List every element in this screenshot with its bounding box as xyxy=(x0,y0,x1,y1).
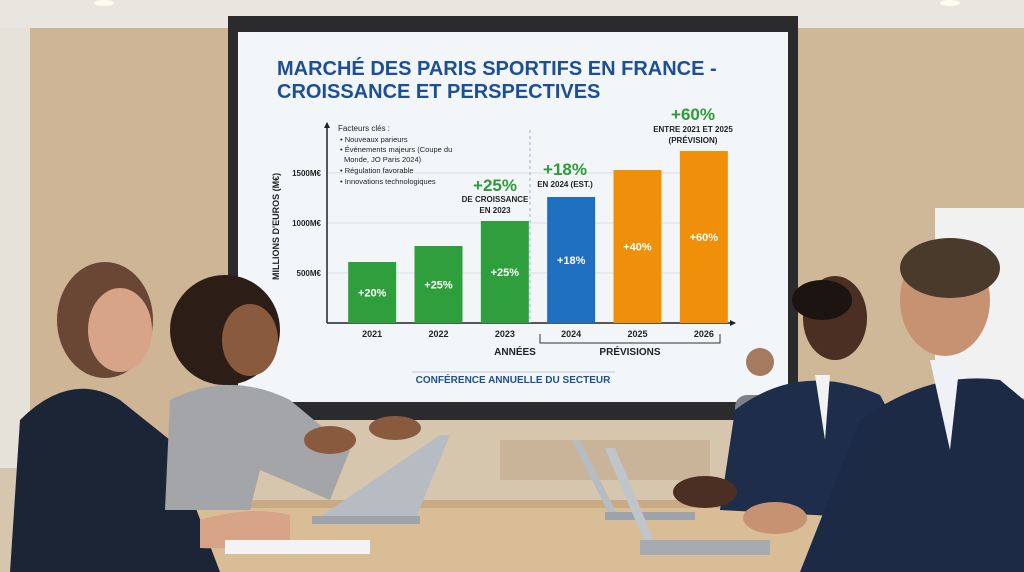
bar-value-label: +18% xyxy=(557,255,586,267)
background-person-head xyxy=(746,348,774,376)
laptop-center xyxy=(572,440,695,520)
slide-title-line2: CROISSANCE ET PERSPECTIVES xyxy=(277,81,600,103)
bar-2022 xyxy=(414,246,463,323)
bar-2024 xyxy=(547,197,596,323)
person-woman-left xyxy=(10,262,370,572)
callout-2024-line1: EN 2024 (EST.) xyxy=(537,180,593,189)
x-axis-label: ANNÉES xyxy=(494,345,536,358)
y-axis-arrow xyxy=(324,122,330,128)
back-table xyxy=(500,440,710,480)
callout-2024-value: +18% xyxy=(543,160,587,179)
y-tick-label: 1000M€ xyxy=(292,219,321,228)
callout-2025-line1: ENTRE 2021 ET 2025 xyxy=(653,125,733,134)
factors-list: • Nouveaux parieurs • Événements majeurs… xyxy=(340,135,452,186)
bar-2021 xyxy=(348,262,397,323)
bar-2026 xyxy=(679,151,728,323)
x-tick-label: 2021 xyxy=(362,329,382,339)
callout-2023-line2: EN 2023 xyxy=(479,206,511,215)
factor-item: • Nouveaux parieurs xyxy=(340,135,408,144)
x-tick-label: 2026 xyxy=(694,329,714,339)
left-wall xyxy=(0,28,30,468)
person-man-right xyxy=(743,238,1024,572)
callout-2023-value: +25% xyxy=(473,176,517,195)
bar-chart: 500M€ 1000M€ 1500M€ +20% 2021 +25% 2022 +25% 202… xyxy=(292,122,736,339)
factor-item: • Régulation favorable xyxy=(340,166,414,175)
laptop-right xyxy=(605,448,770,555)
callout-2023-line1: DE CROISSANCE xyxy=(462,195,529,204)
slide-title-line1: MARCHÉ DES PARIS SPORTIFS EN FRANCE - xyxy=(277,57,717,80)
y-tick-label: 1500M€ xyxy=(292,169,321,178)
bar-value-label: +40% xyxy=(623,242,652,254)
forecast-label: PRÉVISIONS xyxy=(599,345,660,358)
person-woman-speaking xyxy=(165,275,421,510)
bar-value-label: +60% xyxy=(690,232,719,244)
slide-footer: CONFÉRENCE ANNUELLE DU SECTEUR xyxy=(416,373,611,386)
bar-2025 xyxy=(613,170,662,323)
ceiling-light-right xyxy=(940,0,960,6)
x-tick-label: 2023 xyxy=(495,329,515,339)
x-tick-label: 2024 xyxy=(561,329,581,339)
bar-value-label: +25% xyxy=(424,280,453,292)
bar-2023 xyxy=(480,221,529,323)
callout-2025-line2: (PRÉVISION) xyxy=(669,136,718,145)
factor-item: • Innovations technologiques xyxy=(340,177,436,186)
factors-title: Facteurs clés : xyxy=(338,124,390,133)
laptop-center-left xyxy=(312,435,450,524)
factor-item: Monde, JO Paris 2024) xyxy=(344,155,422,164)
bar-value-label: +25% xyxy=(491,267,520,279)
y-tick-label: 500M€ xyxy=(297,269,322,278)
x-tick-label: 2022 xyxy=(428,329,448,339)
slide-content: MARCHÉ DES PARIS SPORTIFS EN FRANCE - CR… xyxy=(271,57,736,386)
forecast-bracket xyxy=(539,334,721,344)
ceiling-light-left xyxy=(94,0,114,6)
factor-item: • Événements majeurs (Coupe du xyxy=(340,145,452,154)
y-axis-label: MILLIONS D'EUROS (M€) xyxy=(271,173,281,280)
bar-value-label: +20% xyxy=(358,288,387,300)
x-axis-arrow xyxy=(730,320,736,326)
callout-2025-value: +60% xyxy=(671,105,715,124)
x-tick-label: 2025 xyxy=(627,329,647,339)
